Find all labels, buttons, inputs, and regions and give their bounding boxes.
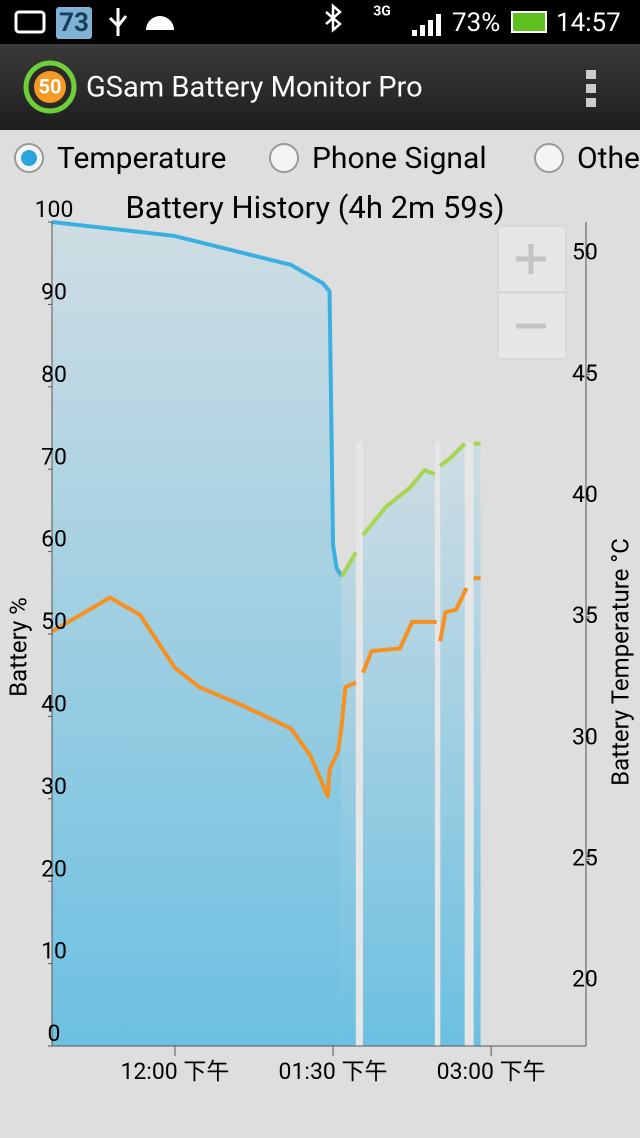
y-tick-label: 40 [41, 690, 67, 717]
area [52, 222, 342, 1046]
y-tick-label: 60 [41, 526, 67, 553]
icon [14, 10, 46, 34]
bluetooth-icon [325, 3, 342, 33]
x-tick-label: 12:00 下午 [120, 1058, 229, 1085]
area [341, 443, 481, 1046]
zoom-in[interactable] [497, 225, 567, 293]
signal-icon [412, 14, 441, 36]
gap-band [464, 442, 474, 1046]
clock: 14:57 [556, 8, 621, 38]
battery-icon [511, 11, 547, 33]
app-icon-label: 50 [39, 74, 62, 98]
android-icon [146, 16, 174, 30]
radio-dot [21, 150, 37, 166]
zoom-out[interactable] [497, 292, 567, 360]
battery-percent: 73% [452, 8, 500, 38]
app-bar [0, 44, 640, 130]
y-tick-label: 0 [48, 1020, 61, 1047]
y-tick-label: 10 [41, 938, 67, 965]
radio-label: Temperature [57, 141, 226, 176]
network-type: 3G [373, 4, 391, 20]
gap-band [434, 442, 441, 1046]
y-tick-label: 50 [41, 608, 67, 635]
y2-tick-label: 25 [572, 844, 598, 871]
y2-tick-label: 20 [572, 966, 598, 993]
x-tick-label: 03:00 下午 [437, 1058, 546, 1085]
y2-axis-label: Battery Temperature °C [606, 538, 634, 786]
line [51, 220, 344, 578]
y-tick-label: 30 [41, 773, 67, 800]
y2-tick-label: 50 [572, 239, 598, 266]
radio-label: Other [577, 141, 640, 176]
chart-title: Battery History (4h 2m 59s) [125, 189, 504, 226]
app-title: GSam Battery Monitor Pro [86, 71, 423, 105]
menu-dot [586, 84, 596, 93]
y2-tick-label: 30 [572, 723, 598, 750]
usb-icon [108, 8, 128, 36]
plot: 0 10 20 30 40 50 60 70 80 90 100 20 25 30 35 40 45 50 12:0… [35, 196, 598, 1085]
y-tick-label: 90 [41, 278, 67, 305]
plus-icon [516, 244, 546, 274]
radio-temperature[interactable]: Temperature [14, 141, 226, 176]
y-tick-label: 70 [41, 443, 67, 470]
menu-dot [586, 98, 596, 107]
radio-phone-signal[interactable]: Phone Signal [269, 141, 487, 176]
line [340, 441, 481, 578]
y2-tick-label: 35 [572, 602, 598, 629]
y-tick-label: 100 [35, 196, 74, 223]
y2-tick-label: 40 [572, 481, 598, 508]
menu-dot [586, 70, 596, 79]
gap-band [355, 442, 363, 1046]
notification-box [56, 7, 92, 39]
y-axis-label: Battery % [4, 597, 32, 697]
y-tick-label: 20 [41, 855, 67, 882]
line [50, 576, 481, 799]
y-tick-label: 80 [41, 361, 67, 388]
app-icon-core [34, 71, 66, 103]
radio [269, 143, 299, 173]
radio-other[interactable]: Other [534, 141, 640, 176]
radio-label: Phone Signal [312, 141, 487, 176]
overflow-menu[interactable] [586, 70, 596, 107]
y2-tick-label: 45 [572, 360, 598, 387]
radio [534, 143, 564, 173]
x-tick-label: 01:30 下午 [279, 1058, 388, 1085]
notification-number: 73 [59, 8, 89, 38]
